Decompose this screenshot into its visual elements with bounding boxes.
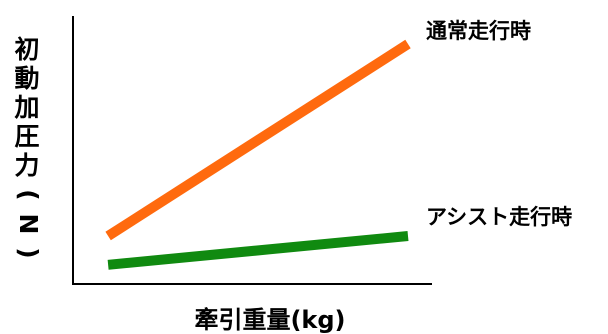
y-axis-title-char: ): [14, 247, 43, 258]
y-axis-title-char: N: [14, 214, 43, 235]
series-layer: [105, 39, 411, 270]
y-axis-title-char: 圧: [14, 122, 39, 151]
series-label-2: アシスト走行時: [426, 205, 572, 229]
y-axis-title-char: 加: [13, 93, 39, 122]
y-axis-title-char: (: [14, 189, 43, 200]
series-line-1: [105, 39, 411, 241]
y-axis-title-char: 力: [14, 151, 39, 180]
series-line-2: [107, 231, 409, 270]
y-axis-title-char: 初: [14, 35, 39, 64]
series-label-1: 通常走行時: [426, 19, 531, 43]
y-axis-title-char: 動: [14, 64, 39, 93]
x-axis-title: 牽引重量(kg): [194, 306, 345, 334]
